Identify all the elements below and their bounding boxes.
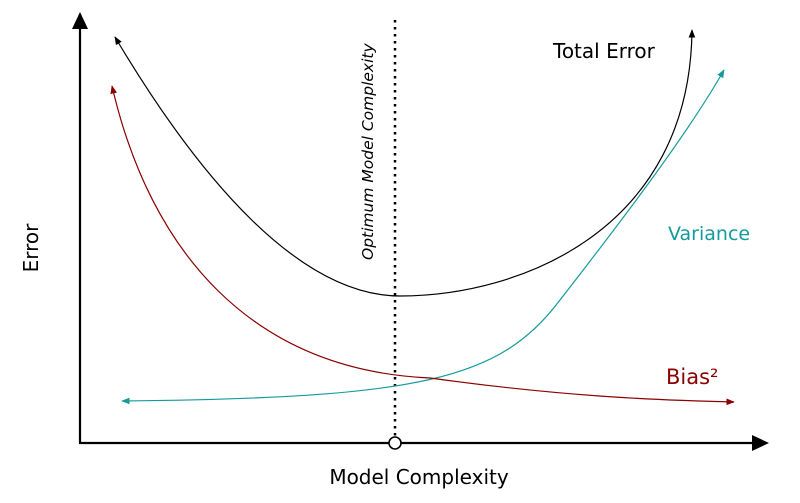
optimum-marker	[388, 436, 402, 450]
x-axis-arrowhead	[752, 435, 769, 451]
x-axis-label: Model Complexity	[329, 465, 509, 489]
axes	[72, 12, 769, 451]
variance-curve	[121, 69, 725, 405]
bias-label: Bias²	[666, 365, 718, 389]
y-axis-arrowhead	[72, 12, 88, 29]
total-error-label: Total Error	[552, 39, 656, 63]
optimum-label: Optimum Model Complexity	[359, 43, 377, 260]
bias-curve	[110, 85, 735, 406]
y-axis-label: Error	[19, 223, 43, 273]
variance-label: Variance	[668, 223, 750, 245]
total-error-curve	[114, 29, 696, 297]
